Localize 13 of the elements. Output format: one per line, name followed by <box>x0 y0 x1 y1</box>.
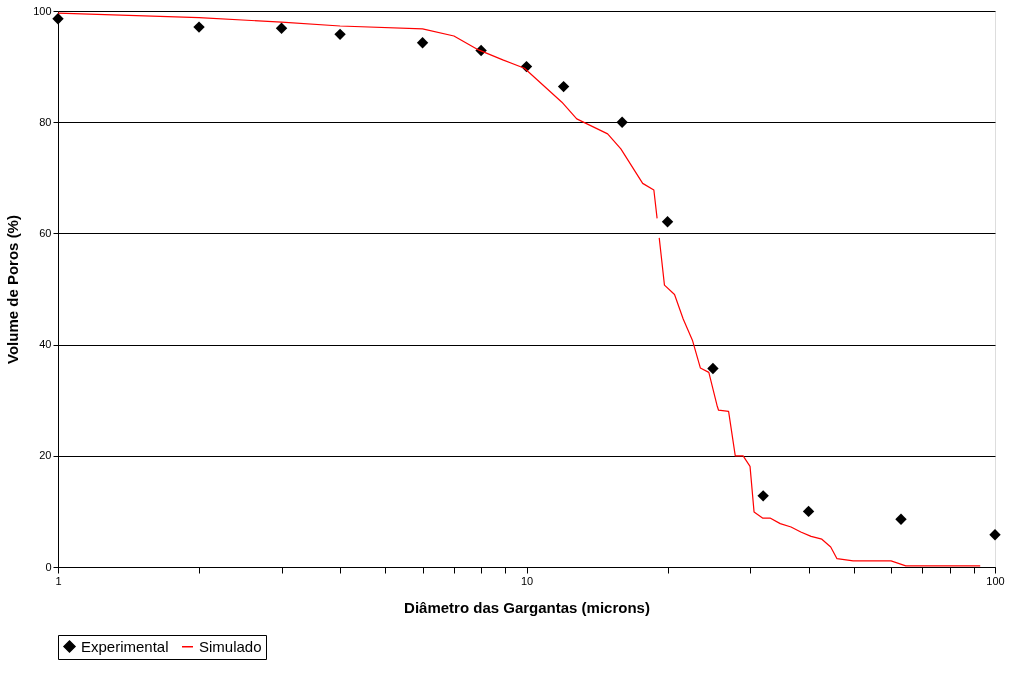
y-tick-label: 100 <box>33 4 52 17</box>
y-axis-title: Volume de Poros (%) <box>4 215 22 364</box>
y-tick-label: 40 <box>39 338 52 351</box>
x-tick-label: 100 <box>986 574 1005 587</box>
x-tick-label: 1 <box>55 574 62 587</box>
x-tick-label: 10 <box>520 574 534 587</box>
y-tick-label: 20 <box>39 449 52 462</box>
x-axis-title: Diâmetro das Gargantas (microns) <box>404 598 650 616</box>
y-tick-label: 60 <box>39 226 52 239</box>
y-tick-label: 80 <box>39 115 52 128</box>
y-tick-label: 0 <box>45 560 52 573</box>
legend-label: Simulado <box>199 637 262 655</box>
legend-label: Experimental <box>81 637 169 655</box>
